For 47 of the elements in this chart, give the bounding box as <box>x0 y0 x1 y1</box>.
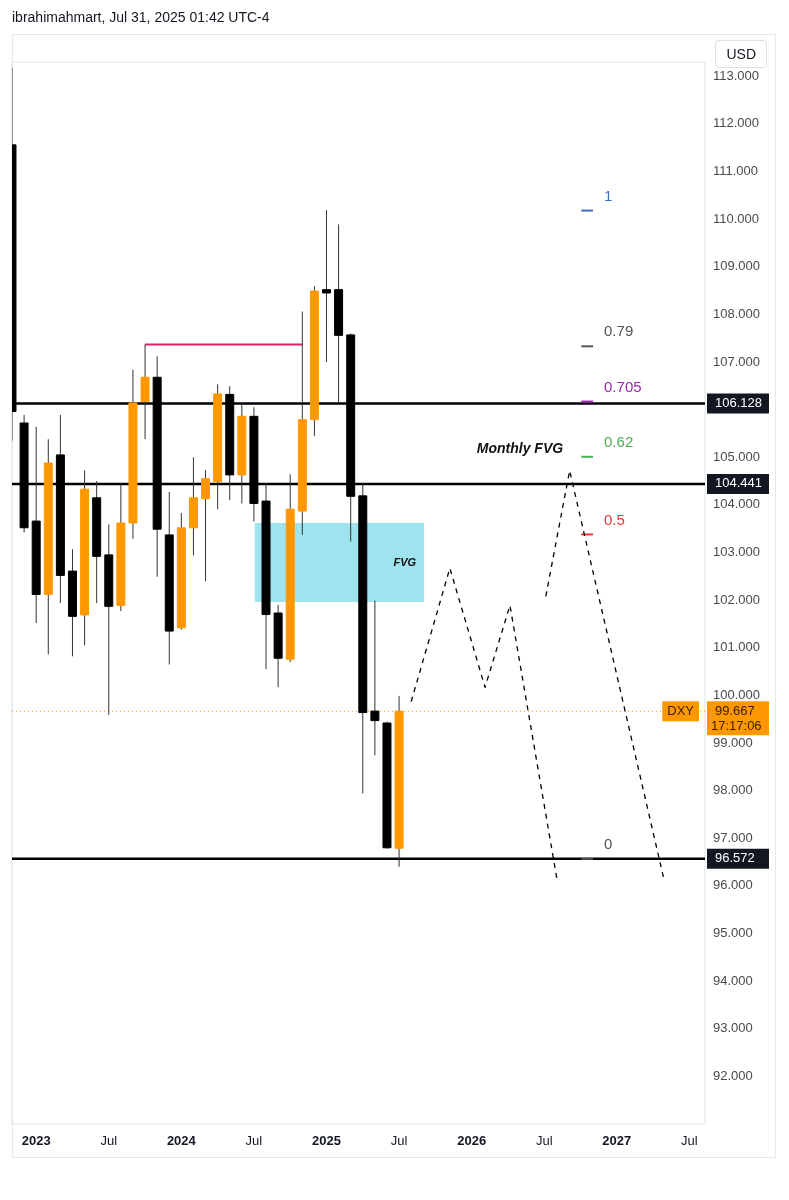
ref-line-label: 106.128 <box>715 395 762 411</box>
y-tick-label: 95.000 <box>713 925 753 941</box>
y-tick-label: 103.000 <box>713 544 760 560</box>
series-label: 0.79 <box>604 322 634 340</box>
x-tick-label: 2025 <box>312 1133 341 1149</box>
annotation: DXY <box>667 702 695 718</box>
y-tick-label: 107.000 <box>713 353 760 369</box>
y-tick-label: 111.000 <box>713 163 759 179</box>
y-tick-label: 92.000 <box>713 1067 753 1083</box>
y-tick-label: 96.000 <box>713 877 753 893</box>
y-tick-label: 98.000 <box>713 782 753 798</box>
y-tick-label: 110.000 <box>713 210 760 226</box>
text: 17:17:06 <box>711 717 762 733</box>
ref-line-label: 99.667 <box>715 702 755 718</box>
y-tick-label: 93.000 <box>713 1020 753 1036</box>
chart-title: ibrahimahmart, Jul 31, 2025 01:42 UTC-4 <box>12 9 270 25</box>
y-axis-title: USD <box>715 40 767 68</box>
ref-line-label: 96.572 <box>715 850 755 866</box>
y-tick-label: 113.000 <box>713 67 760 83</box>
y-tick-label: 100.000 <box>713 686 760 702</box>
y-tick-label: 94.000 <box>713 972 753 988</box>
y-tick-label: 102.000 <box>713 591 760 607</box>
y-tick-label: 104.000 <box>713 496 760 512</box>
series-label: 0 <box>604 834 613 852</box>
annotation: Monthly FVG <box>476 440 564 457</box>
series-label: FVG <box>393 555 417 568</box>
series-label: 1 <box>604 186 613 204</box>
series-label: 0.5 <box>604 510 625 528</box>
x-tick-label: 2027 <box>602 1133 632 1149</box>
x-tick-label: Jul <box>535 1133 553 1149</box>
series-label: 0.705 <box>604 377 642 395</box>
x-tick-label: Jul <box>681 1133 698 1149</box>
ref-line-label: 104.441 <box>715 475 762 491</box>
x-tick-label: Jul <box>390 1133 408 1149</box>
series-label: 0.62 <box>604 432 634 450</box>
y-tick-label: 101.000 <box>713 639 760 655</box>
x-tick-label: 2024 <box>166 1133 197 1149</box>
y-tick-label: 112.000 <box>713 115 760 131</box>
y-tick-label: 97.000 <box>713 829 753 845</box>
x-tick-label: 2026 <box>457 1133 487 1149</box>
x-tick-label: Jul <box>245 1133 263 1149</box>
y-tick-label: 105.000 <box>713 448 760 464</box>
x-tick-label: 2023 <box>21 1133 51 1149</box>
y-tick-label: 108.000 <box>713 305 760 321</box>
x-tick-label: Jul <box>100 1133 118 1149</box>
y-tick-label: 109.000 <box>713 258 760 274</box>
y-tick-label: 99.000 <box>713 734 753 750</box>
